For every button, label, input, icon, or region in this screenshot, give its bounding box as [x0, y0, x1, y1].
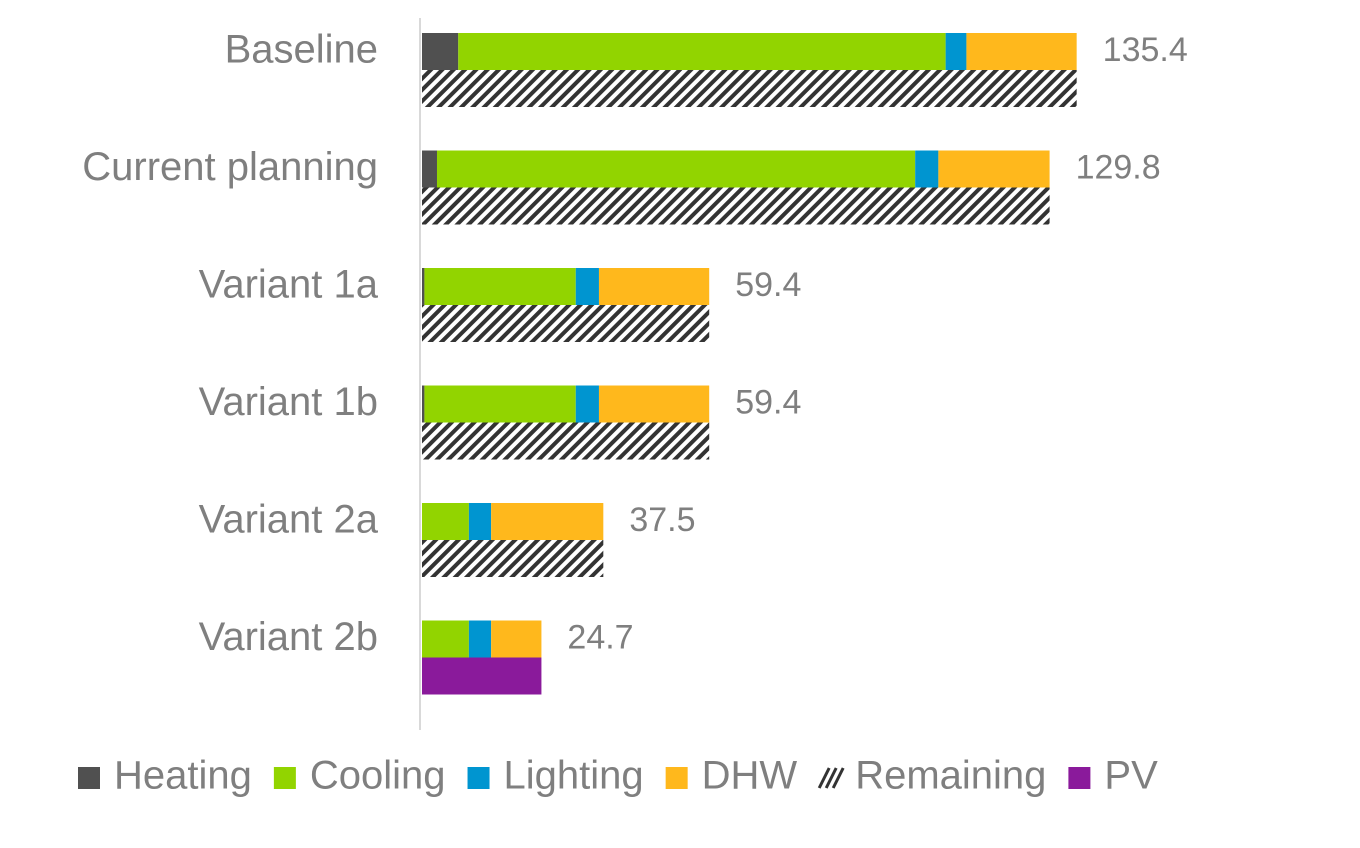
bar-segment — [422, 305, 710, 342]
legend-hatch — [831, 767, 845, 789]
bar-segment — [422, 422, 710, 460]
bar-segment — [422, 385, 425, 423]
bar-segment — [422, 150, 437, 188]
bar-segment — [424, 268, 576, 305]
bar-segment — [468, 620, 492, 658]
bar-segment — [436, 150, 916, 188]
category-label: Variant 2b — [199, 615, 378, 659]
total-label: 37.5 — [629, 501, 695, 539]
total-label: 135.4 — [1103, 31, 1188, 69]
category-label: Variant 1b — [199, 380, 378, 424]
total-label: 59.4 — [735, 383, 801, 421]
bar-segment — [966, 33, 1077, 70]
category-label: Current planning — [82, 145, 378, 189]
bar-segment — [422, 33, 459, 70]
bar-segment — [938, 150, 1050, 188]
bar-segment — [491, 620, 542, 658]
legend-label: Remaining — [855, 754, 1046, 798]
legend-swatch — [665, 767, 688, 789]
bar-segment — [598, 385, 710, 423]
legend-label: Cooling — [310, 754, 446, 798]
legend-swatch — [817, 767, 845, 789]
bar-segment — [915, 150, 939, 188]
bar-segment — [468, 503, 492, 540]
category-label: Variant 1a — [199, 263, 379, 307]
legend-label: DHW — [702, 754, 798, 798]
bar-segment — [598, 268, 710, 305]
bar-segment — [422, 187, 1050, 225]
legend-swatch — [78, 767, 100, 789]
bar-segment — [422, 620, 469, 658]
bar-segment — [422, 503, 469, 540]
bar-segment — [491, 503, 604, 540]
legend-swatch — [273, 767, 296, 789]
legend-swatch — [1068, 767, 1091, 789]
bar-segment — [424, 385, 576, 423]
total-label: 129.8 — [1076, 148, 1161, 186]
legend-label: PV — [1104, 754, 1158, 798]
legend-label: Heating — [114, 754, 252, 798]
legend-swatch — [467, 767, 490, 789]
legend-hatch — [817, 767, 831, 789]
bar-segment — [422, 70, 1077, 107]
bar-segment — [458, 33, 946, 70]
bar-segment — [575, 268, 599, 305]
legend-label: Lighting — [504, 754, 644, 798]
category-label: Baseline — [225, 28, 378, 72]
bar-segment — [422, 657, 542, 695]
bar-segment — [422, 268, 425, 305]
bar-segment — [575, 385, 599, 423]
bar-segment — [945, 33, 967, 70]
category-label: Variant 2a — [199, 498, 379, 542]
total-label: 24.7 — [567, 618, 633, 656]
legend-hatch — [824, 767, 838, 789]
total-label: 59.4 — [735, 266, 801, 304]
bar-segment — [422, 540, 604, 577]
